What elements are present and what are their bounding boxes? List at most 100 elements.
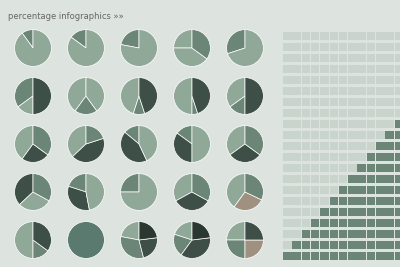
Wedge shape [75, 96, 97, 114]
Bar [339, 98, 347, 105]
Wedge shape [133, 96, 145, 114]
Bar [367, 32, 375, 40]
Bar [358, 120, 366, 128]
Bar [320, 32, 329, 40]
Bar [376, 87, 384, 95]
Wedge shape [121, 132, 147, 162]
Bar [311, 120, 319, 128]
Bar [283, 153, 292, 160]
Bar [394, 208, 400, 215]
Bar [348, 241, 357, 249]
Wedge shape [121, 30, 139, 48]
Bar [385, 164, 394, 171]
Bar [385, 241, 394, 249]
Bar [376, 219, 384, 226]
Bar [330, 241, 338, 249]
Bar [394, 186, 400, 194]
Bar [358, 241, 366, 249]
Bar [358, 109, 366, 116]
Bar [320, 142, 329, 150]
Wedge shape [174, 48, 207, 66]
Bar [320, 230, 329, 238]
Bar [292, 142, 301, 150]
Bar [283, 65, 292, 73]
Bar [292, 76, 301, 84]
Bar [358, 54, 366, 61]
Bar [348, 131, 357, 139]
Bar [339, 241, 347, 249]
Bar [348, 219, 357, 226]
Bar [348, 164, 357, 171]
Bar [348, 230, 357, 238]
Bar [376, 175, 384, 183]
Wedge shape [20, 192, 49, 210]
Bar [292, 98, 301, 105]
Bar [311, 175, 319, 183]
Bar [394, 109, 400, 116]
Bar [367, 197, 375, 205]
Wedge shape [72, 138, 104, 162]
Bar [358, 153, 366, 160]
Bar [348, 153, 357, 160]
Bar [311, 131, 319, 139]
Bar [302, 164, 310, 171]
Bar [283, 252, 292, 260]
Bar [302, 54, 310, 61]
Bar [302, 65, 310, 73]
Bar [330, 208, 338, 215]
Bar [367, 43, 375, 50]
Bar [385, 54, 394, 61]
Bar [311, 197, 319, 205]
Bar [339, 131, 347, 139]
Bar [367, 186, 375, 194]
Bar [376, 164, 384, 171]
Bar [358, 142, 366, 150]
Wedge shape [234, 192, 262, 210]
Bar [330, 32, 338, 40]
Bar [292, 175, 301, 183]
Bar [376, 197, 384, 205]
Wedge shape [68, 30, 104, 66]
Bar [320, 65, 329, 73]
Bar [302, 252, 310, 260]
Bar [311, 230, 319, 238]
Bar [283, 175, 292, 183]
Wedge shape [174, 30, 192, 48]
Bar [320, 131, 329, 139]
Wedge shape [15, 30, 51, 66]
Bar [283, 164, 292, 171]
Bar [283, 98, 292, 105]
Bar [311, 65, 319, 73]
Bar [394, 131, 400, 139]
Bar [302, 230, 310, 238]
Bar [292, 87, 301, 95]
Bar [339, 175, 347, 183]
Bar [367, 131, 375, 139]
Bar [348, 186, 357, 194]
Bar [283, 32, 292, 40]
Bar [339, 230, 347, 238]
Wedge shape [71, 30, 86, 48]
Bar [311, 241, 319, 249]
Bar [330, 54, 338, 61]
Bar [292, 65, 301, 73]
Wedge shape [227, 174, 245, 207]
Bar [385, 43, 394, 50]
Bar [302, 197, 310, 205]
Bar [394, 54, 400, 61]
Bar [394, 98, 400, 105]
Bar [394, 142, 400, 150]
Bar [394, 175, 400, 183]
Bar [358, 164, 366, 171]
Bar [376, 43, 384, 50]
Bar [311, 142, 319, 150]
Bar [358, 175, 366, 183]
Bar [358, 219, 366, 226]
Bar [394, 87, 400, 95]
Wedge shape [14, 222, 33, 258]
Bar [348, 76, 357, 84]
Wedge shape [227, 78, 245, 107]
Bar [283, 230, 292, 238]
Bar [348, 87, 357, 95]
Bar [320, 87, 329, 95]
